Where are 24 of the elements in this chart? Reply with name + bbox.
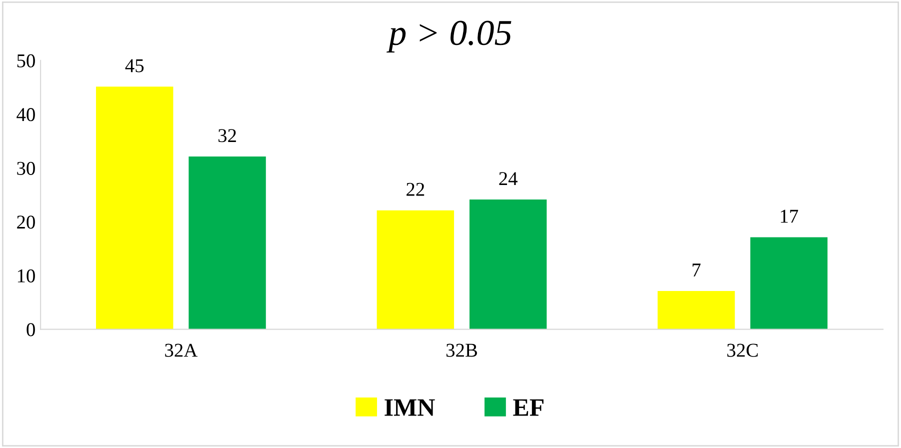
x-tick-label: 32A	[165, 344, 198, 357]
data-label: 45	[125, 59, 144, 72]
data-label: 22	[406, 182, 424, 196]
legend-label: EF	[513, 399, 544, 416]
y-tick-label: 20	[17, 216, 35, 229]
y-tick-label: 10	[18, 269, 35, 282]
x-tick-label: 32B	[446, 344, 478, 357]
bar	[469, 200, 547, 330]
data-label: 7	[692, 264, 701, 276]
bar	[96, 86, 174, 330]
x-tick-label: 32C	[727, 344, 758, 357]
data-label: 32	[218, 129, 236, 142]
y-tick-label: 30	[17, 162, 35, 175]
y-tick-label: 50	[17, 54, 35, 68]
chart-title: p > 0.05	[386, 20, 512, 52]
bar	[658, 290, 735, 330]
bar	[188, 156, 266, 330]
bar	[376, 210, 454, 330]
data-label: 17	[780, 210, 798, 223]
data-label: 24	[499, 172, 518, 186]
y-tick-label: 0	[26, 323, 35, 336]
bar	[750, 237, 828, 330]
legend-label: IMN	[384, 399, 435, 416]
y-tick-label: 40	[16, 108, 35, 122]
